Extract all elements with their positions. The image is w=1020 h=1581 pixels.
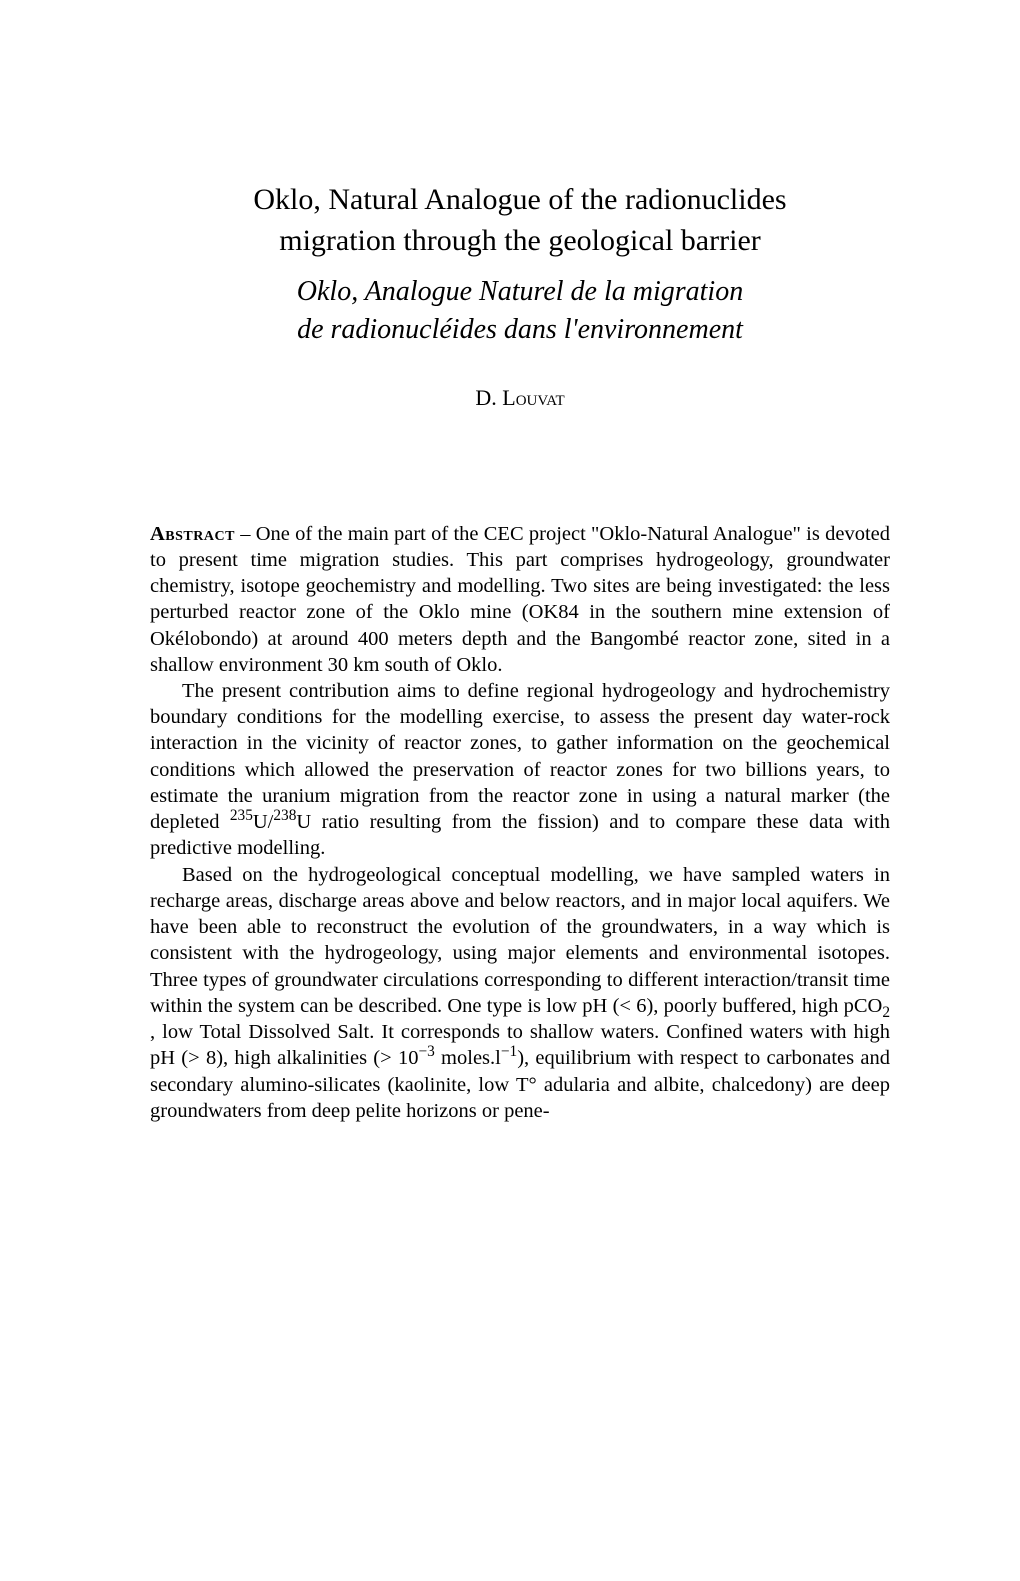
author-lastname: Louvat xyxy=(502,385,564,410)
p1-text: One of the main part of the CEC project … xyxy=(150,523,890,676)
author-initial: D. xyxy=(475,385,496,410)
author-line: D. Louvat xyxy=(150,385,890,411)
p3-text-c: moles.l xyxy=(435,1047,501,1069)
p2-u-slash: U/ xyxy=(253,811,274,833)
title-english: Oklo, Natural Analogue of the radionucli… xyxy=(150,180,890,261)
title-english-line2: migration through the geological barrier xyxy=(279,224,761,257)
title-french-line2: de radionucléides dans l'environnement xyxy=(297,314,743,345)
abstract-paragraph-2: The present contribution aims to define … xyxy=(150,678,890,862)
abstract-label: Abstract xyxy=(150,523,235,545)
abstract-block: Abstract – One of the main part of the C… xyxy=(150,521,890,1124)
superscript-neg1: −1 xyxy=(501,1043,517,1060)
superscript-235: 235 xyxy=(230,807,253,824)
p3-text-a: Based on the hydrogeological conceptual … xyxy=(150,864,890,1017)
title-french-line1: Oklo, Analogue Naturel de la migration xyxy=(297,276,743,307)
title-english-line1: Oklo, Natural Analogue of the radionucli… xyxy=(253,183,786,216)
abstract-paragraph-3: Based on the hydrogeological conceptual … xyxy=(150,862,890,1124)
abstract-paragraph-1: Abstract – One of the main part of the C… xyxy=(150,521,890,678)
superscript-neg3: −3 xyxy=(418,1043,434,1060)
superscript-238: 238 xyxy=(273,807,296,824)
title-french: Oklo, Analogue Naturel de la migration d… xyxy=(150,273,890,349)
abstract-separator: – xyxy=(235,523,256,545)
subscript-2: 2 xyxy=(882,1004,890,1021)
paper-page: Oklo, Natural Analogue of the radionucli… xyxy=(0,0,1020,1184)
